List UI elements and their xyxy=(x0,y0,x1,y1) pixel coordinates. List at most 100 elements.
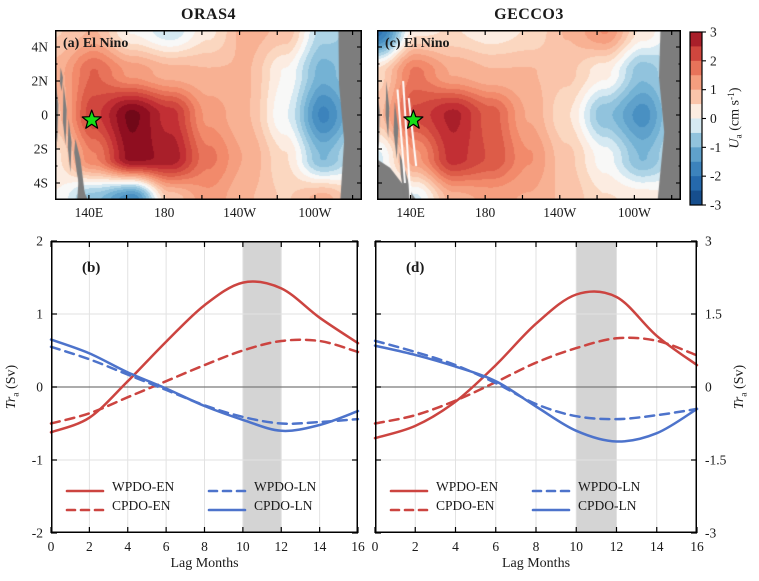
legend-label-wpdo-en: WPDO-EN xyxy=(112,479,175,494)
heatmap-field-a xyxy=(55,30,362,200)
line-chart-d: 0 2 4 6 8 10 12 14 16-3 -1.5 0 1.5 3 xyxy=(372,234,727,555)
x-axis-label-d: Lag Months xyxy=(501,556,571,571)
colorbar-tick-label: 2 xyxy=(710,53,717,68)
colorbar-band xyxy=(690,147,702,163)
x-tick-label: 4 xyxy=(452,539,459,554)
legend-swatch-wpdo-ln xyxy=(531,483,571,493)
colorbar-band xyxy=(690,176,702,192)
legend-label-cpdo-en: CPDO-EN xyxy=(436,498,495,513)
lon-tick-label: 100W xyxy=(298,205,331,220)
colorbar-band xyxy=(690,190,702,206)
panel-c-label: (c) El Nino xyxy=(385,36,450,51)
heatmap-field-c xyxy=(377,30,681,200)
colorbar-label: Ua (cm s-1) xyxy=(727,87,745,149)
colorbar-band xyxy=(690,118,702,134)
lon-tick-label: 180 xyxy=(154,205,175,220)
x-tick-label: 8 xyxy=(533,539,540,554)
colorbar-band xyxy=(690,104,702,119)
lon-tick-label: 140E xyxy=(396,205,425,220)
legend-label-cpdo-ln: CPDO-LN xyxy=(578,498,637,513)
colorbar-band xyxy=(690,75,702,91)
y-tick-label: 3 xyxy=(705,234,712,249)
y-tick-label: 1.5 xyxy=(705,307,722,322)
line-panel-d: 0 2 4 6 8 10 12 14 16 -3 -1.5 0 1.5 3 xyxy=(372,234,727,555)
colorbar-tick-label: 3 xyxy=(710,25,717,40)
legend-label-cpdo-en: CPDO-EN xyxy=(112,498,171,513)
panel-a-title: ORAS4 xyxy=(181,6,236,23)
colorbar-tick-label: -1 xyxy=(710,140,721,155)
y-tick-label: -1.5 xyxy=(705,453,727,468)
lon-tick-label: 140W xyxy=(223,205,256,220)
colorbar-band xyxy=(690,161,702,177)
y-tick-label: 0 xyxy=(705,380,712,395)
x-tick-label: 2 xyxy=(86,539,93,554)
y-tick-label: 0 xyxy=(36,380,43,395)
lat-tick-label: 0 xyxy=(41,108,48,123)
series-cpdo-ln xyxy=(373,344,699,443)
x-tick-label: 12 xyxy=(610,539,624,554)
colorbar-band xyxy=(690,132,702,148)
x-tick-label: 0 xyxy=(48,539,55,554)
x-tick-label: 8 xyxy=(201,539,208,554)
legend-swatch-cpdo-en xyxy=(65,502,105,512)
legend-swatch-cpdo-en xyxy=(389,502,429,512)
lat-tick-label: 4S xyxy=(34,176,48,191)
lat-tick-label: 2N xyxy=(32,74,49,89)
y-axis-label-b: Tra (Sv) xyxy=(4,364,22,410)
heatmap-panel-a: 140E 180 140W 100W 4S 2S 0 2N 4N xyxy=(32,30,362,220)
lon-tick-label: 140E xyxy=(75,205,104,220)
legend-label-wpdo-en: WPDO-EN xyxy=(436,479,499,494)
plot-border xyxy=(55,30,362,200)
lat-tick-label: 4N xyxy=(32,40,49,55)
x-tick-label: 10 xyxy=(236,539,250,554)
x-tick-label: 0 xyxy=(372,539,379,554)
heatmap-overlay-a: 140E 180 140W 100W 4S 2S 0 2N 4N xyxy=(32,30,362,220)
heatmap-panel-c: 140E 180 140W 100W xyxy=(377,30,681,220)
series-wpdo-en xyxy=(373,290,699,440)
series-wpdo-ln xyxy=(373,339,699,421)
x-tick-label: 14 xyxy=(650,539,664,554)
panel-d-label: (d) xyxy=(406,260,425,276)
x-tick-label: 6 xyxy=(163,539,170,554)
y-axis-label-d: Tra (Sv) xyxy=(732,364,750,410)
legend-label-wpdo-ln: WPDO-LN xyxy=(578,479,641,494)
lon-tick-label: 100W xyxy=(618,205,651,220)
colorbar-band xyxy=(690,89,702,105)
y-tick-label: 2 xyxy=(36,234,43,249)
legend-label-wpdo-ln: WPDO-LN xyxy=(254,479,317,494)
colorbar-svg: 3 2 1 0 -1 -2 -3 xyxy=(689,25,721,213)
lon-tick-label: 180 xyxy=(475,205,496,220)
y-tick-label: 1 xyxy=(36,307,43,322)
lon-tick-label: 140W xyxy=(543,205,576,220)
series-cpdo-en xyxy=(49,338,360,425)
y-tick-label: -2 xyxy=(32,526,43,541)
x-axis-label-b: Lag Months xyxy=(170,556,239,571)
star-marker xyxy=(81,109,102,129)
y-tick-label: -1 xyxy=(32,453,43,468)
colorbar-band xyxy=(690,46,702,62)
lat-tick-label: 2S xyxy=(34,142,48,157)
x-tick-label: 6 xyxy=(492,539,499,554)
series-cpdo-en xyxy=(373,336,699,425)
x-tick-label: 4 xyxy=(124,539,131,554)
legend-swatch-wpdo-ln xyxy=(207,483,247,493)
colorbar-tick-label: 1 xyxy=(710,82,717,97)
legend-label-cpdo-ln: CPDO-LN xyxy=(254,498,313,513)
star-marker xyxy=(403,109,424,129)
line-panel-b: 0 2 4 6 8 10 12 14 16 -2 -1 0 1 2 xyxy=(32,234,365,555)
legend-d: WPDO-EN WPDO-LN CPDO-EN CPDO-LN xyxy=(389,479,658,514)
x-tick-label: 14 xyxy=(313,539,327,554)
legend-swatch-wpdo-en xyxy=(389,483,429,493)
panel-a-label: (a) El Nino xyxy=(63,36,129,51)
colorbar: 3 2 1 0 -1 -2 -3 xyxy=(686,24,759,224)
colorbar-band xyxy=(690,60,702,76)
legend-swatch-wpdo-en xyxy=(65,483,105,493)
x-tick-label: 12 xyxy=(275,539,289,554)
colorbar-tick-label: -3 xyxy=(710,198,721,213)
series-cpdo-ln xyxy=(49,338,360,433)
plot-border xyxy=(377,30,681,200)
x-tick-label: 16 xyxy=(690,539,704,554)
legend-swatch-cpdo-ln xyxy=(207,502,247,512)
